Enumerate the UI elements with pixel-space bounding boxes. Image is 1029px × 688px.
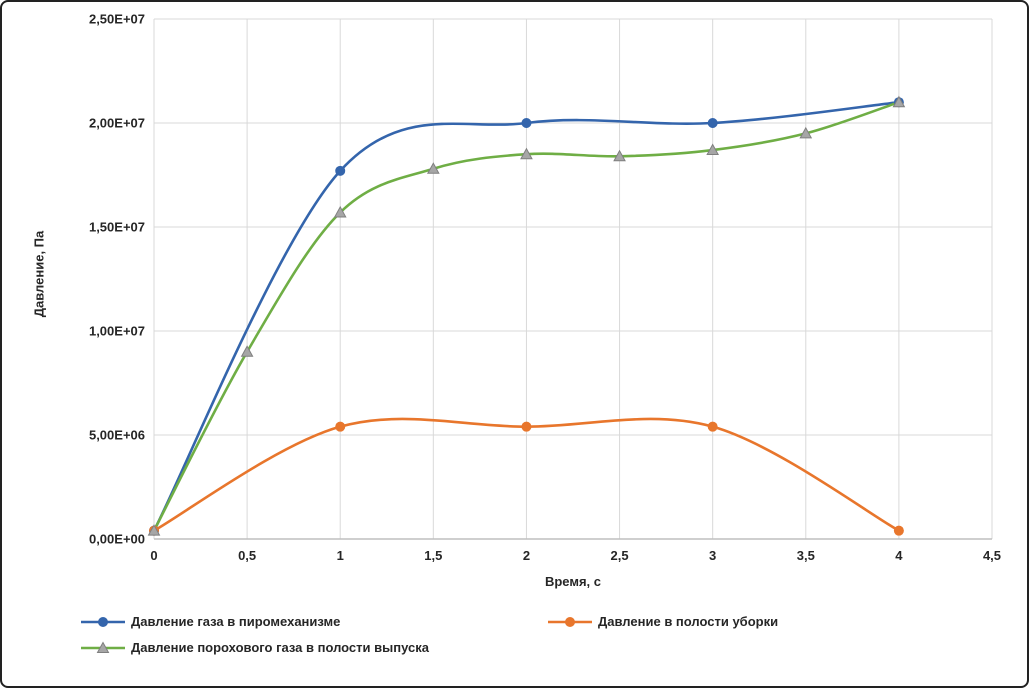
pressure-time-chart: 0,00E+00 5,00E+06 1,00E+07 1,50E+07 2,00E+07… bbox=[89, 12, 1001, 564]
x-tick-label: 2 bbox=[523, 548, 530, 563]
series-2-marker-triangle bbox=[706, 143, 720, 156]
legend-key-line-circle-icon bbox=[548, 616, 592, 627]
series-1-marker-circle bbox=[893, 525, 904, 536]
legend-row-2: Давление порохового газа в полости выпус… bbox=[80, 640, 1010, 655]
series-2-marker-triangle bbox=[892, 95, 906, 108]
legend-item-series-0: Давление газа в пиромеханизме bbox=[80, 614, 547, 629]
legend-key-line-triangle-icon bbox=[81, 640, 125, 653]
x-axis-title: Время, с bbox=[544, 574, 602, 589]
y-tick-label: 2,00E+07 bbox=[89, 116, 145, 131]
series-1-marker-circle bbox=[335, 421, 346, 432]
x-tick-label: 1,5 bbox=[424, 548, 442, 563]
series-2-marker-triangle bbox=[799, 126, 813, 139]
legend-row-1: Давление газа в пиромеханизме Давление в… bbox=[80, 614, 1010, 629]
series-2-marker-triangle bbox=[520, 147, 533, 160]
series-2-marker-triangle bbox=[426, 162, 440, 174]
y-axis-title: Давление, Па bbox=[31, 230, 47, 318]
legend-label: Давление газа в пиромеханизме bbox=[131, 614, 341, 629]
y-tick-label: 2,50E+07 bbox=[89, 12, 145, 27]
legend-label: Давление порохового газа в полости выпус… bbox=[131, 640, 429, 655]
series-1-marker-circle bbox=[707, 421, 718, 432]
legend-item-series-2: Давление порохового газа в полости выпус… bbox=[80, 640, 547, 655]
x-tick-label: 2,5 bbox=[611, 548, 629, 563]
series-0-marker-circle bbox=[521, 118, 532, 128]
series-1-marker-circle bbox=[521, 421, 532, 432]
x-tick-label: 0,5 bbox=[238, 548, 256, 563]
series-2-marker-triangle bbox=[147, 524, 161, 536]
x-tick-label: 1 bbox=[337, 548, 344, 563]
legend-label: Давление в полости уборки bbox=[598, 614, 779, 629]
series-2-marker-triangle bbox=[333, 205, 347, 218]
legend-item-series-1: Давление в полости уборки bbox=[547, 614, 778, 629]
x-tick-label: 0 bbox=[150, 548, 157, 563]
series-2-marker-triangle bbox=[240, 345, 254, 357]
y-tick-label: 1,00E+07 bbox=[89, 324, 145, 339]
x-tick-label: 4,5 bbox=[983, 548, 1001, 563]
series-0-marker-circle bbox=[707, 118, 718, 128]
y-tick-label: 5,00E+06 bbox=[89, 428, 145, 443]
series-0-marker-circle bbox=[335, 165, 346, 176]
legend-key-line-circle-icon bbox=[81, 616, 125, 627]
y-tick-label: 0,00E+00 bbox=[89, 532, 145, 547]
y-tick-label: 1,50E+07 bbox=[89, 220, 145, 235]
x-tick-label: 4 bbox=[895, 548, 903, 563]
series-line-0 bbox=[152, 100, 901, 532]
series-2-marker-triangle bbox=[613, 149, 626, 162]
legend: Давление газа в пиромеханизме Давление в… bbox=[80, 614, 1010, 666]
x-tick-label: 3 bbox=[709, 548, 716, 563]
x-tick-label: 3,5 bbox=[797, 548, 815, 563]
